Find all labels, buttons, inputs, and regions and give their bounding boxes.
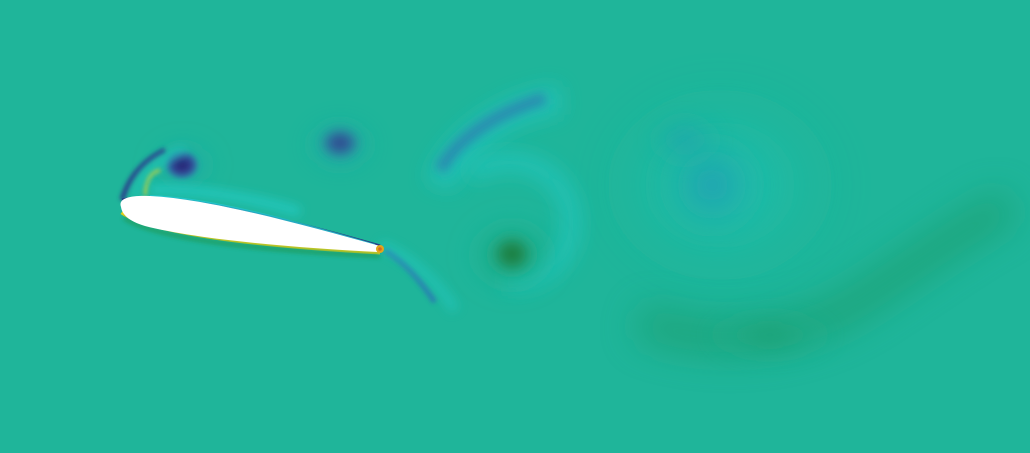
wake-blue-upper: [645, 112, 725, 168]
airfoil-body: [120, 195, 383, 252]
upper-surface-band: [149, 184, 302, 217]
upper-surface-cyan: [149, 195, 376, 246]
shear-blue-streak: [434, 92, 547, 174]
green-vortex: [486, 230, 538, 278]
le-shear-yellow: [143, 168, 161, 196]
le-shear-dark: [119, 147, 167, 201]
le-shear-cyan: [131, 146, 187, 200]
shed-vortex-mid: [316, 124, 364, 162]
wake-green-blob: [700, 307, 840, 363]
te-wake-cyan: [378, 240, 460, 313]
lower-surface-green: [122, 216, 381, 258]
trailing-edge-core: [378, 247, 382, 251]
wake-green-band: [633, 189, 1018, 354]
